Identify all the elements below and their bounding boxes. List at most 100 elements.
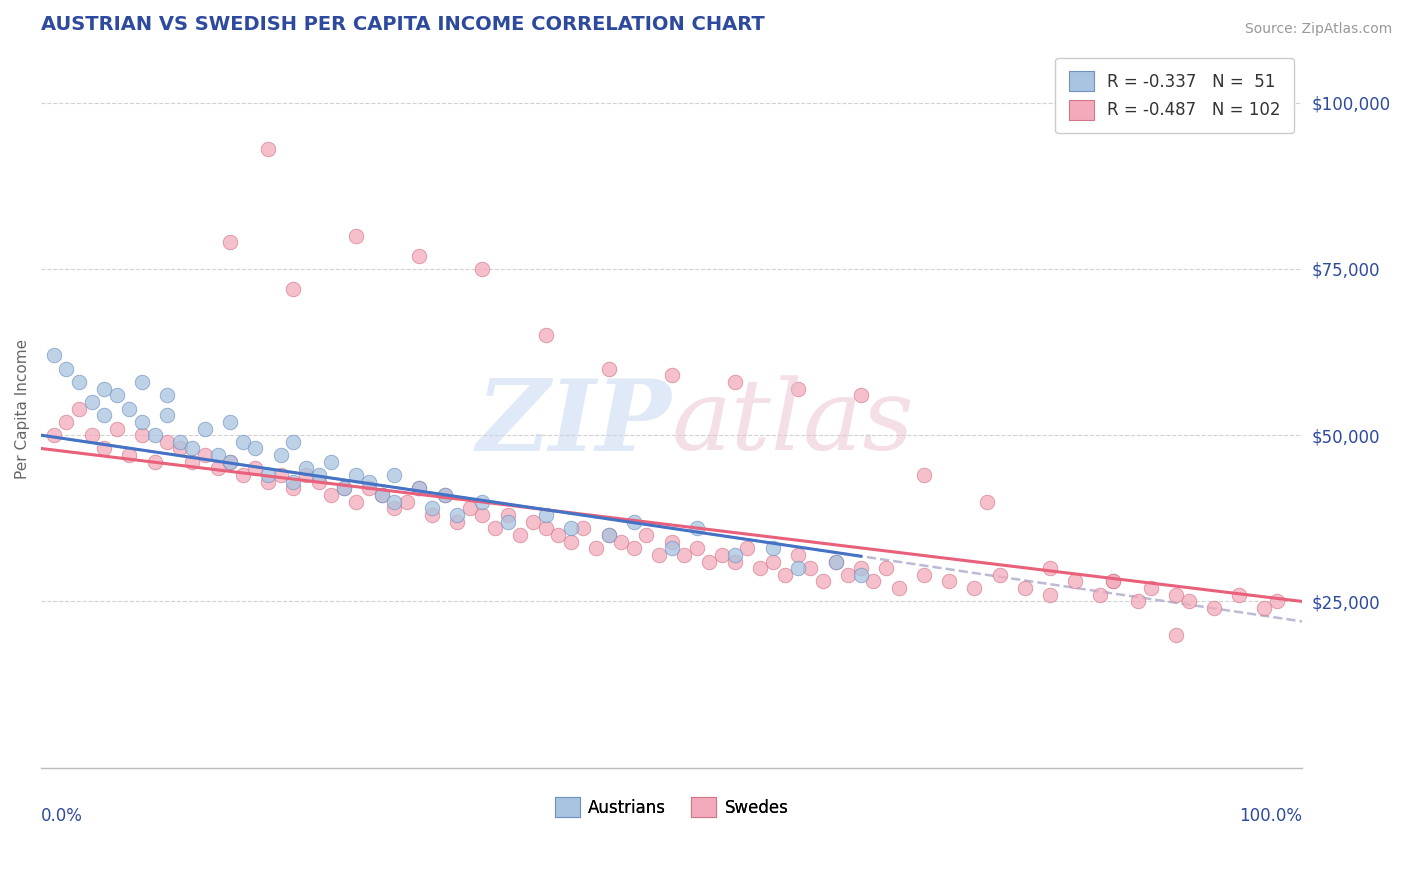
Point	[1090, 588, 1112, 602]
Point	[711, 548, 734, 562]
Point	[80, 428, 103, 442]
Point	[661, 534, 683, 549]
Point	[623, 515, 645, 529]
Point	[598, 528, 620, 542]
Point	[257, 142, 280, 156]
Point	[1014, 581, 1036, 595]
Point	[724, 555, 747, 569]
Point	[370, 488, 392, 502]
Point	[332, 482, 354, 496]
Point	[283, 282, 305, 296]
Point	[699, 555, 721, 569]
Point	[598, 528, 620, 542]
Point	[433, 488, 456, 502]
Point	[270, 448, 292, 462]
Point	[67, 375, 90, 389]
Point	[598, 361, 620, 376]
Point	[761, 555, 783, 569]
Point	[55, 415, 77, 429]
Point	[534, 521, 557, 535]
Point	[1164, 628, 1187, 642]
Point	[219, 415, 242, 429]
Point	[219, 455, 242, 469]
Point	[169, 442, 191, 456]
Point	[648, 548, 671, 562]
Point	[295, 468, 318, 483]
Point	[572, 521, 595, 535]
Point	[560, 521, 582, 535]
Point	[446, 508, 468, 522]
Point	[105, 388, 128, 402]
Text: 100.0%: 100.0%	[1239, 807, 1302, 825]
Point	[471, 494, 494, 508]
Point	[824, 555, 846, 569]
Point	[395, 494, 418, 508]
Point	[636, 528, 658, 542]
Point	[471, 508, 494, 522]
Point	[344, 468, 367, 483]
Point	[786, 548, 808, 562]
Point	[686, 541, 709, 556]
Point	[1253, 601, 1275, 615]
Point	[912, 567, 935, 582]
Point	[661, 368, 683, 383]
Point	[232, 468, 254, 483]
Point	[534, 328, 557, 343]
Point	[737, 541, 759, 556]
Point	[786, 382, 808, 396]
Point	[207, 461, 229, 475]
Point	[1265, 594, 1288, 608]
Point	[169, 434, 191, 449]
Point	[522, 515, 544, 529]
Point	[837, 567, 859, 582]
Point	[67, 401, 90, 416]
Point	[105, 421, 128, 435]
Point	[344, 228, 367, 243]
Point	[1064, 574, 1087, 589]
Point	[55, 361, 77, 376]
Point	[496, 515, 519, 529]
Point	[887, 581, 910, 595]
Point	[156, 388, 179, 402]
Point	[93, 442, 115, 456]
Y-axis label: Per Capita Income: Per Capita Income	[15, 338, 30, 479]
Point	[156, 408, 179, 422]
Point	[1227, 588, 1250, 602]
Point	[93, 382, 115, 396]
Point	[824, 555, 846, 569]
Point	[42, 428, 65, 442]
Point	[93, 408, 115, 422]
Point	[143, 455, 166, 469]
Point	[988, 567, 1011, 582]
Point	[181, 455, 204, 469]
Point	[724, 548, 747, 562]
Point	[686, 521, 709, 535]
Point	[811, 574, 834, 589]
Point	[446, 515, 468, 529]
Point	[344, 494, 367, 508]
Point	[1039, 561, 1062, 575]
Text: AUSTRIAN VS SWEDISH PER CAPITA INCOME CORRELATION CHART: AUSTRIAN VS SWEDISH PER CAPITA INCOME CO…	[41, 15, 765, 34]
Point	[496, 508, 519, 522]
Point	[849, 561, 872, 575]
Point	[1039, 588, 1062, 602]
Point	[484, 521, 506, 535]
Point	[433, 488, 456, 502]
Point	[408, 249, 430, 263]
Point	[1128, 594, 1150, 608]
Point	[673, 548, 696, 562]
Point	[661, 541, 683, 556]
Point	[1164, 588, 1187, 602]
Point	[799, 561, 821, 575]
Point	[131, 375, 153, 389]
Point	[332, 482, 354, 496]
Point	[321, 488, 343, 502]
Point	[534, 508, 557, 522]
Point	[283, 434, 305, 449]
Point	[849, 567, 872, 582]
Point	[118, 448, 141, 462]
Point	[357, 475, 380, 489]
Point	[245, 461, 267, 475]
Point	[420, 508, 443, 522]
Point	[295, 461, 318, 475]
